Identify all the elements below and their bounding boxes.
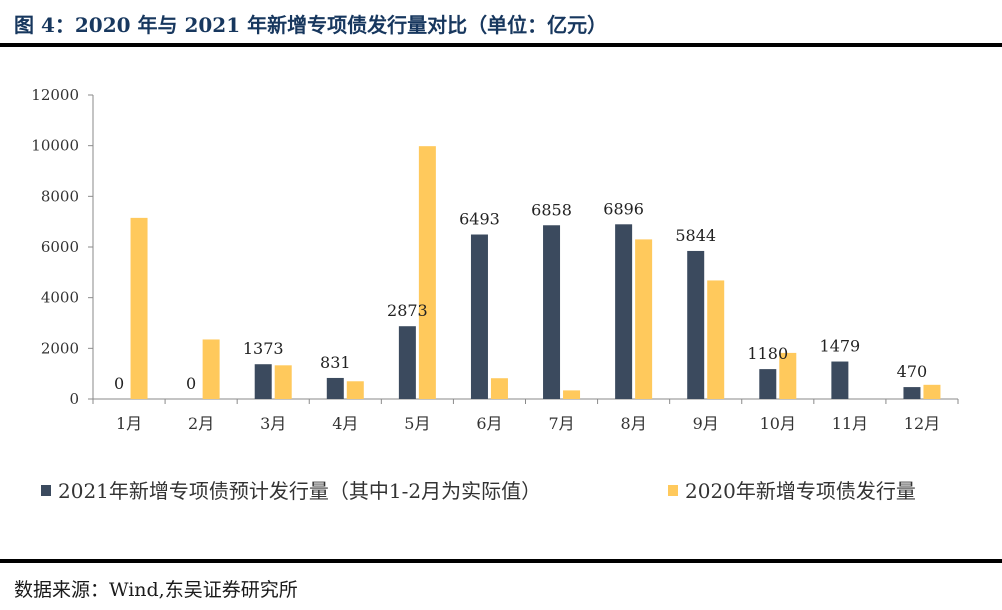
- x-tick-label: 6月: [476, 414, 502, 433]
- y-tick-label: 4000: [41, 289, 79, 307]
- bar-2020: [707, 280, 725, 399]
- bar-2020: [779, 352, 797, 399]
- y-axis: 0 2000 4000 6000 8000 10000 12000: [31, 86, 94, 408]
- legend-swatch-2021: [41, 485, 51, 496]
- bar-2020: [418, 146, 436, 399]
- bar-2021: [470, 234, 488, 399]
- bar-2021: [831, 361, 849, 399]
- data-label-2021: 0: [186, 374, 196, 393]
- bottom-divider: [0, 559, 1002, 563]
- y-tick-label: 8000: [41, 187, 79, 205]
- bar-2020: [346, 381, 364, 399]
- data-labels: 0 0 1373 831 2873 6493 6858 6896 5844 1180 1479 470: [114, 199, 927, 393]
- x-tick-label: 7月: [548, 414, 574, 433]
- data-label-2021: 831: [320, 353, 351, 372]
- bar-chart: 0 2000 4000 6000 8000 10000 12000 1月 2月 3月 4月 5月 6月…: [31, 86, 959, 503]
- data-label-2021: 0: [114, 374, 124, 393]
- data-label-2021: 6493: [459, 210, 500, 229]
- y-tick-label: 12000: [31, 86, 79, 104]
- bar-2020: [130, 217, 148, 399]
- data-label-2021: 470: [897, 362, 928, 381]
- bar-2020: [635, 239, 653, 399]
- x-tick-label: 11月: [832, 414, 868, 433]
- data-label-2021: 1373: [243, 339, 284, 358]
- bar-2021: [326, 377, 344, 399]
- x-tick-label: 3月: [260, 414, 286, 433]
- bar-2021: [543, 225, 561, 399]
- bar-2020: [563, 390, 581, 399]
- bar-2021: [398, 326, 416, 399]
- chart-title: 图 4：2020 年与 2021 年新增专项债发行量对比（单位：亿元）: [14, 13, 608, 37]
- data-label-2021: 5844: [675, 226, 716, 245]
- bar-2020: [490, 378, 508, 399]
- bar-2021: [687, 250, 705, 399]
- x-tick-label: 2月: [188, 414, 214, 433]
- data-label-2021: 2873: [387, 301, 428, 320]
- x-tick-label: 1月: [116, 414, 142, 433]
- top-divider: [0, 43, 1002, 47]
- y-tick-label: 10000: [31, 137, 79, 155]
- data-label-2021: 6896: [603, 199, 644, 218]
- legend-label-2020: 2020年新增专项债发行量: [685, 479, 916, 503]
- x-tick-label: 8月: [621, 414, 647, 433]
- legend: 2021年新增专项债预计发行量（其中1-2月为实际值） 2020年新增专项债发行量: [41, 479, 916, 503]
- legend-swatch-2020: [668, 485, 678, 496]
- y-tick-label: 0: [69, 390, 79, 408]
- bar-2020: [202, 339, 220, 399]
- bar-2021: [254, 364, 272, 399]
- bar-2021: [615, 224, 633, 399]
- data-source: 数据来源：Wind,东吴证券研究所: [14, 579, 298, 601]
- x-tick-label: 9月: [693, 414, 719, 433]
- data-label-2021: 1479: [820, 337, 861, 356]
- x-tick-label: 5月: [404, 414, 430, 433]
- x-axis: 1月 2月 3月 4月 5月 6月 7月 8月 9月 10月 11月 12月: [92, 398, 959, 433]
- y-tick-label: 6000: [41, 238, 79, 256]
- x-tick-label: 12月: [904, 414, 940, 433]
- bar-2020: [923, 384, 941, 399]
- bar-2021: [903, 387, 921, 399]
- data-label-2021: 1180: [747, 344, 788, 363]
- legend-label-2021: 2021年新增专项债预计发行量（其中1-2月为实际值）: [58, 479, 541, 503]
- bars: [130, 146, 941, 399]
- data-label-2021: 6858: [531, 200, 572, 219]
- bar-2021: [759, 369, 777, 399]
- x-tick-label: 4月: [332, 414, 358, 433]
- y-tick-label: 2000: [41, 339, 79, 357]
- x-tick-label: 10月: [760, 414, 796, 433]
- bar-2020: [274, 365, 292, 399]
